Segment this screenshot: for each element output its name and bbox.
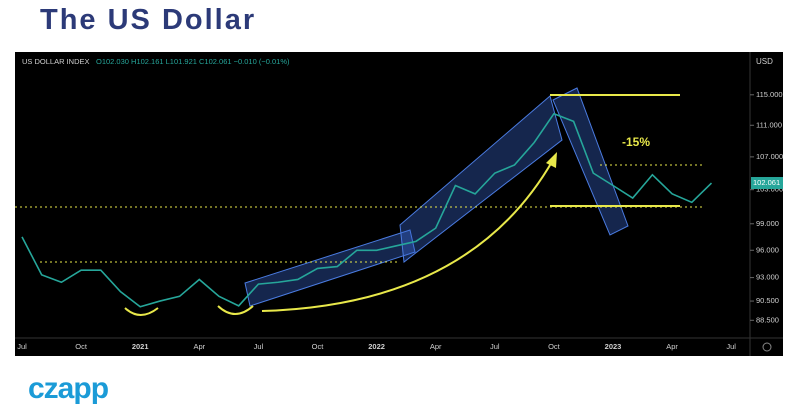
page-title: The US Dollar	[40, 4, 257, 36]
bottom-curve	[217, 305, 254, 315]
arrow-head	[546, 152, 557, 168]
x-tick-label: Oct	[312, 342, 325, 351]
x-tick-label: Jul	[17, 342, 27, 351]
y-tick-label: 99.000	[756, 219, 779, 228]
x-tick-label: Jul	[490, 342, 500, 351]
y-tick-label: 111.000	[756, 120, 782, 129]
quote: O102.030 H102.161 L101.921 C102.061 −0.0…	[96, 57, 290, 66]
x-tick-label: Oct	[75, 342, 88, 351]
x-tick-label: Apr	[430, 342, 442, 351]
currency: USD	[756, 57, 773, 66]
x-tick-label: Jul	[254, 342, 264, 351]
y-tick-label: 93.000	[756, 273, 779, 282]
symbol: US DOLLAR INDEX	[22, 57, 90, 66]
logo: czapp	[28, 372, 109, 405]
x-tick-label: 2023	[605, 342, 622, 351]
y-tick-label: 115.000	[756, 90, 783, 99]
settings-icon[interactable]	[762, 342, 772, 352]
y-tick-label: 96.000	[756, 245, 779, 254]
channel	[552, 87, 629, 236]
last-price-label: 102.061	[753, 178, 780, 187]
channel	[399, 95, 563, 263]
x-tick-label: Apr	[193, 342, 205, 351]
x-tick-label: Jul	[726, 342, 736, 351]
x-tick-label: Oct	[548, 342, 561, 351]
trend-arrow	[261, 159, 554, 312]
x-tick-label: 2022	[368, 342, 385, 351]
x-tick-label: Apr	[666, 342, 678, 351]
x-tick-label: 2021	[132, 342, 149, 351]
chart-background	[15, 52, 783, 356]
last-price-box	[751, 177, 783, 190]
y-tick-label: 90.500	[756, 296, 779, 305]
y-tick-label: 103.000	[756, 185, 783, 194]
y-tick-label: 107.000	[756, 152, 783, 161]
annotation: -15%	[622, 135, 650, 149]
price-line	[21, 112, 713, 308]
y-tick-label: 88.500	[756, 315, 779, 324]
bottom-curve	[124, 307, 159, 316]
